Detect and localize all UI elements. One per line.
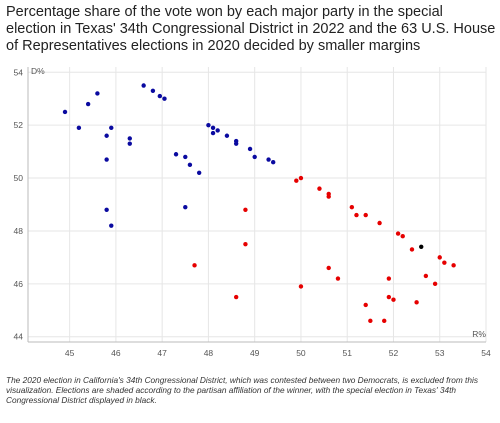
republican-point (363, 212, 368, 218)
democrat-point (95, 91, 100, 96)
x-tick-label: 46 (111, 348, 121, 358)
democrat-point (109, 223, 114, 228)
x-tick-label: 45 (65, 348, 75, 358)
republican-point (386, 294, 392, 300)
republican-point (395, 231, 401, 236)
republican-point (442, 260, 447, 265)
democrat-point (206, 122, 211, 128)
democrat-point (109, 125, 114, 131)
x-axis-label: R% (472, 329, 486, 339)
y-tick-label: 54 (14, 67, 24, 77)
democrat-point (266, 157, 271, 162)
democrat-point (76, 125, 82, 131)
republican-point (326, 265, 331, 271)
democrat-point (127, 136, 132, 141)
democrat-point (224, 133, 230, 138)
republican-point (363, 302, 368, 308)
democrat-point (141, 83, 146, 88)
republican-point (368, 318, 373, 324)
republican-point (243, 241, 248, 247)
democrat-point (85, 101, 91, 107)
democrat-point (150, 88, 156, 93)
democrat-point (196, 170, 202, 175)
y-axis-label: D% (31, 66, 45, 76)
republican-point (233, 294, 239, 300)
republican-point (326, 194, 331, 199)
chart-title: Percentage share of the vote won by each… (6, 4, 496, 54)
democrat-point (104, 207, 109, 212)
x-tick-label: 48 (204, 348, 214, 358)
republican-point (386, 276, 392, 281)
y-tick-label: 50 (14, 173, 24, 183)
democrat-point (183, 154, 188, 160)
democrat-point (104, 157, 109, 162)
x-tick-label: 51 (342, 348, 352, 358)
republican-point (423, 273, 429, 279)
republican-point (294, 178, 299, 183)
democrat-point (62, 109, 68, 115)
democrat-point (157, 93, 163, 99)
y-tick-label: 52 (14, 120, 24, 130)
democrat-point (162, 96, 167, 101)
republican-point (409, 247, 415, 252)
chart-caption: The 2020 election in California's 34th C… (6, 375, 478, 405)
axis-lines (27, 67, 486, 343)
republican-point (451, 263, 456, 268)
republican-point (391, 297, 396, 302)
x-tick-label: 50 (296, 348, 306, 358)
y-tick-label: 48 (14, 226, 24, 236)
republican-point (432, 281, 438, 287)
x-tick-label: 49 (250, 348, 260, 358)
x-tick-label: 52 (389, 348, 399, 358)
x-tick-label: 47 (157, 348, 167, 358)
data-points (62, 83, 456, 324)
democrat-point (247, 146, 253, 152)
republican-point (192, 263, 197, 268)
democrat-point (173, 152, 179, 157)
special-election-point (419, 244, 424, 250)
republican-point (382, 318, 387, 324)
democrat-point (252, 154, 257, 160)
republican-point (349, 204, 355, 210)
y-tick-label: 44 (14, 332, 24, 342)
democrat-point (210, 125, 216, 131)
democrat-point (215, 128, 220, 133)
republican-point (317, 186, 322, 191)
republican-point (335, 276, 341, 281)
democrat-point (210, 130, 216, 136)
republican-point (414, 300, 419, 305)
grid-lines (28, 67, 487, 342)
y-tick-label: 46 (14, 279, 24, 289)
democrat-point (104, 133, 109, 138)
republican-point (354, 212, 359, 218)
x-tick-label: 54 (481, 348, 491, 358)
democrat-point (183, 204, 188, 210)
republican-point (298, 175, 304, 181)
republican-point (298, 284, 304, 289)
democrat-point (270, 159, 276, 165)
republican-point (437, 255, 442, 260)
republican-point (243, 207, 248, 212)
tick-labels: 45 46 47 48 49 50 51 52 53 54 44 46 48 50 52 54 (14, 67, 491, 358)
democrat-point (127, 141, 132, 146)
democrat-point (233, 141, 239, 146)
democrat-point (187, 162, 193, 168)
republican-point (400, 234, 405, 239)
x-tick-label: 53 (435, 348, 445, 358)
republican-point (377, 220, 382, 226)
